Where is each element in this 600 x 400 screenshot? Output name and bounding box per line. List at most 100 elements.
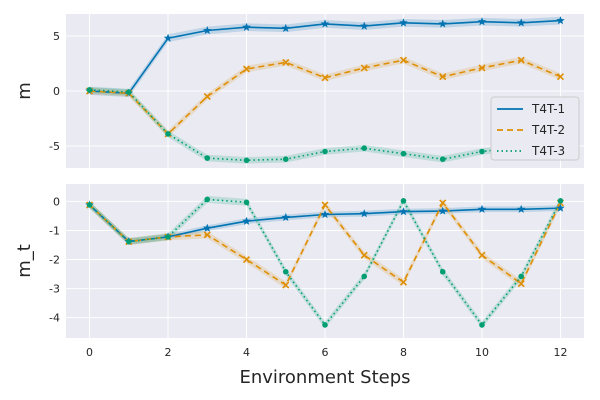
- point-t4t-3: [86, 202, 93, 208]
- point-t4t-1: [163, 33, 173, 42]
- x-tick-label: 6: [322, 346, 329, 359]
- point-t4t-3: [125, 89, 132, 95]
- point-t4t-1: [438, 19, 448, 28]
- x-axis-label: Environment Steps: [239, 367, 410, 388]
- x-tick-label: 4: [243, 346, 250, 359]
- point-t4t-2: [556, 73, 565, 81]
- point-t4t-3: [204, 155, 211, 161]
- point-t4t-3: [243, 199, 250, 206]
- x-tick-label: 10: [475, 346, 489, 359]
- point-t4t-2: [282, 58, 290, 66]
- point-t4t-3: [400, 150, 407, 157]
- legend-label: T4T-3: [531, 144, 565, 158]
- point-t4t-2: [242, 65, 251, 73]
- legend-label: T4T-2: [531, 123, 565, 137]
- panel-m-markers: [85, 16, 565, 164]
- band-t4t-3: [89, 86, 561, 164]
- point-t4t-2: [517, 280, 525, 288]
- point-t4t-1: [516, 204, 526, 213]
- panel-m: 5 0 -5 m: [14, 14, 584, 168]
- point-t4t-1: [359, 209, 369, 218]
- point-t4t-3: [243, 157, 250, 164]
- panel-mt: 0 -1 -2 -3 -4 m_t: [14, 184, 584, 338]
- point-t4t-3: [322, 322, 328, 328]
- point-t4t-1: [438, 206, 448, 215]
- x-tick-label: 2: [165, 346, 172, 359]
- y-tick-label: 0: [53, 195, 60, 208]
- legend-label: T4T-1: [531, 102, 565, 116]
- point-t4t-3: [439, 268, 446, 275]
- point-t4t-2: [203, 92, 211, 101]
- point-t4t-2: [321, 201, 329, 209]
- point-t4t-2: [282, 281, 290, 289]
- legend-items: T4T-1 T4T-2 T4T-3: [497, 102, 565, 158]
- point-t4t-1: [320, 210, 330, 219]
- point-t4t-1: [359, 21, 369, 30]
- point-t4t-1: [399, 207, 408, 216]
- point-t4t-2: [478, 251, 486, 259]
- point-t4t-3: [86, 87, 93, 93]
- point-t4t-3: [557, 198, 564, 204]
- panel-mt-markers: [85, 196, 565, 328]
- point-t4t-1: [242, 22, 251, 31]
- point-t4t-3: [439, 156, 446, 162]
- point-t4t-1: [281, 212, 291, 222]
- panel-mt-grid: [66, 184, 584, 338]
- point-t4t-1: [202, 223, 212, 232]
- panel-m-y-axis-label: m: [14, 82, 35, 100]
- point-t4t-2: [478, 64, 486, 72]
- point-t4t-3: [204, 196, 211, 203]
- point-t4t-3: [125, 238, 132, 245]
- y-tick-label: -3: [49, 283, 60, 296]
- point-t4t-1: [202, 26, 212, 35]
- point-t4t-3: [165, 131, 171, 137]
- point-t4t-1: [320, 19, 330, 28]
- point-t4t-1: [477, 17, 487, 26]
- y-tick-label: -5: [49, 140, 60, 153]
- point-t4t-3: [165, 234, 171, 240]
- point-t4t-2: [399, 278, 408, 286]
- point-t4t-2: [439, 73, 447, 81]
- legend: T4T-1 T4T-2 T4T-3: [490, 96, 580, 161]
- point-t4t-2: [360, 251, 368, 259]
- point-t4t-3: [322, 148, 328, 155]
- point-t4t-1: [242, 216, 251, 225]
- x-tick-label: 0: [86, 346, 93, 359]
- point-t4t-1: [556, 16, 565, 25]
- point-t4t-2: [203, 231, 211, 239]
- x-tick-label: 8: [400, 346, 407, 359]
- point-t4t-3: [282, 268, 289, 275]
- y-tick-label: 5: [53, 30, 60, 43]
- point-t4t-1: [399, 18, 408, 27]
- point-t4t-3: [479, 148, 485, 155]
- point-t4t-1: [281, 23, 291, 32]
- point-t4t-3: [400, 198, 407, 204]
- panel-mt-y-axis-label: m_t: [14, 244, 35, 278]
- point-t4t-3: [282, 156, 289, 162]
- point-t4t-2: [321, 74, 329, 82]
- panel-mt-y-ticks: 0 -1 -2 -3 -4: [49, 195, 60, 324]
- point-t4t-2: [399, 56, 408, 64]
- point-t4t-2: [360, 64, 368, 72]
- y-tick-label: 0: [53, 85, 60, 98]
- band-t4t-2: [89, 199, 561, 289]
- y-tick-label: -4: [49, 312, 60, 325]
- y-tick-label: -2: [49, 254, 60, 267]
- point-t4t-1: [516, 18, 526, 27]
- point-t4t-1: [556, 203, 565, 212]
- y-tick-label: -1: [49, 224, 60, 237]
- legend-box: [490, 96, 580, 161]
- band-t4t-1: [89, 16, 561, 98]
- x-tick-label: 12: [553, 346, 567, 359]
- point-t4t-3: [479, 322, 485, 328]
- point-t4t-2: [242, 255, 251, 264]
- panel-m-y-ticks: 5 0 -5: [49, 30, 60, 153]
- point-t4t-1: [477, 204, 487, 213]
- point-t4t-3: [361, 145, 368, 151]
- point-t4t-2: [517, 56, 525, 64]
- point-t4t-3: [518, 273, 525, 280]
- point-t4t-3: [361, 273, 368, 280]
- point-t4t-2: [439, 199, 447, 207]
- x-axis-ticks: 0 2 4 6 8 10 12: [86, 346, 567, 359]
